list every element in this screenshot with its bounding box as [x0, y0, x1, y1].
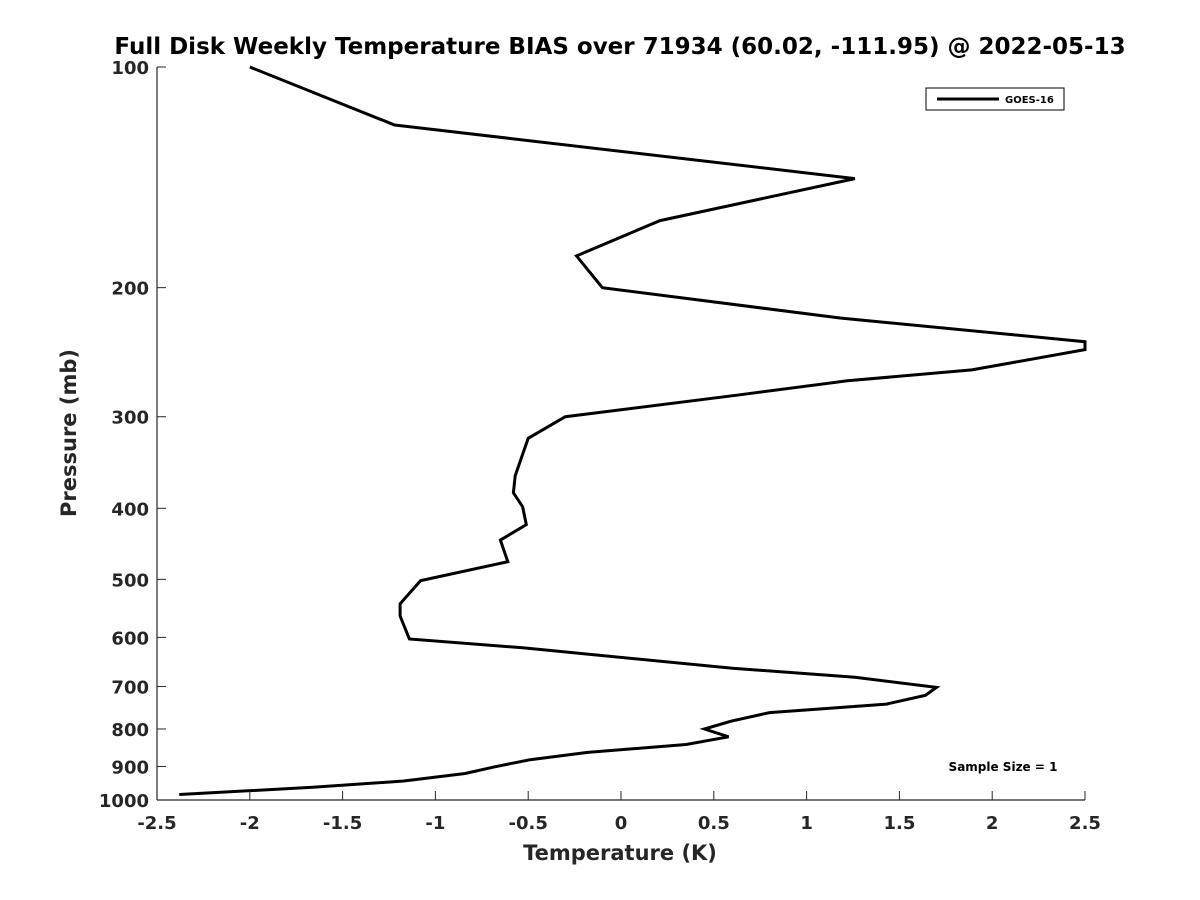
y-tick-label: 500 [111, 570, 149, 591]
y-tick-label: 600 [111, 628, 149, 649]
y-axis-label: Pressure (mb) [57, 349, 81, 517]
x-tick-label: 0.5 [698, 813, 730, 834]
x-axis-label: Temperature (K) [523, 841, 717, 865]
x-tick-label: -1 [425, 813, 445, 834]
x-tick-label: 2.5 [1069, 813, 1101, 834]
y-axis-ticks: 100 200 300 400 500 600 700 800 900 1000 [99, 58, 166, 812]
sample-size-annotation: Sample Size = 1 [949, 760, 1058, 774]
y-tick-label: 100 [111, 58, 149, 79]
axes [156, 67, 1085, 801]
x-tick-label: -0.5 [509, 813, 548, 834]
x-axis-ticks: -2.5 -2 -1.5 -1 -0.5 0 0.5 1 1.5 2 2.5 [137, 791, 1101, 834]
y-tick-label: 700 [111, 677, 149, 698]
chart-title: Full Disk Weekly Temperature BIAS over 7… [114, 34, 1125, 60]
y-tick-label: 900 [111, 757, 149, 778]
legend: GOES-16 [925, 87, 1065, 111]
x-tick-label: 0 [615, 813, 628, 834]
x-tick-label: -1.5 [323, 813, 362, 834]
y-tick-label: 800 [111, 720, 149, 741]
series-lines [179, 65, 1087, 796]
series-line-goes-16 [179, 65, 1087, 796]
x-tick-label: 1.5 [883, 813, 915, 834]
legend-entry-goes-16: GOES-16 [1005, 95, 1054, 106]
y-tick-label: 300 [111, 408, 149, 429]
x-tick-label: -2 [240, 813, 260, 834]
x-tick-label: -2.5 [137, 813, 176, 834]
y-tick-label: 400 [111, 499, 149, 520]
x-tick-label: 2 [986, 813, 999, 834]
x-tick-label: 1 [800, 813, 813, 834]
y-tick-label: 200 [111, 279, 149, 300]
y-tick-label: 1000 [99, 791, 149, 812]
